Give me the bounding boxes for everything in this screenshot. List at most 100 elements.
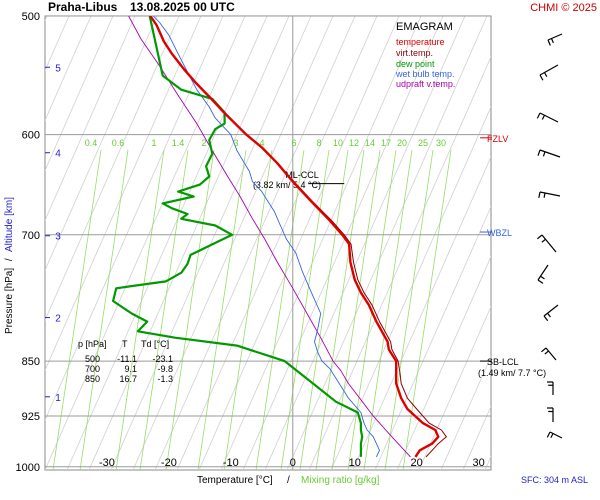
temperature-tick-label: 30 xyxy=(472,457,484,469)
mixing-ratio-label: 20 xyxy=(397,138,407,148)
pressure-tick-label: 1000 xyxy=(16,462,40,474)
pressure-tick-label: 500 xyxy=(22,11,40,23)
mixing-ratio-label: 2 xyxy=(201,138,206,148)
dry-adiabat-line xyxy=(418,305,491,470)
dry-adiabat-line xyxy=(484,455,491,470)
table-header-t: T xyxy=(122,339,128,349)
wind-barb xyxy=(543,304,559,322)
wbzl-label: WBZL xyxy=(487,228,512,238)
dry-adiabat-line xyxy=(45,16,158,272)
dry-adiabat-line xyxy=(595,16,600,470)
wind-barb xyxy=(536,112,559,123)
table-row-850-td: -1.3 xyxy=(157,374,173,384)
dry-adiabat-line xyxy=(45,16,136,222)
wind-barbs xyxy=(536,33,563,439)
wind-barb xyxy=(536,234,557,253)
dry-adiabat-line xyxy=(0,16,3,470)
temperature-tick-label: 0 xyxy=(290,457,296,469)
legend-virt-temp: virt.temp. xyxy=(396,48,433,58)
dry-adiabat-line xyxy=(330,105,491,470)
table-header-td: Td [°C] xyxy=(141,339,169,349)
pressure-tick-label: 925 xyxy=(22,411,40,423)
dry-adiabat-line xyxy=(264,16,466,470)
table-row-700-p: 700 xyxy=(85,364,100,374)
dry-adiabat-line xyxy=(176,16,378,470)
table-row-850-t: 16.7 xyxy=(119,374,137,384)
legend-dew-point: dew point xyxy=(396,59,435,69)
dry-adiabat-line xyxy=(308,55,491,470)
legend-temperature: temperature xyxy=(396,37,445,47)
altitude-tick-label: 5 xyxy=(55,63,61,74)
dry-adiabat-line xyxy=(45,16,180,322)
mixing-ratio-line xyxy=(79,149,129,470)
mixing-ratio-label: 10 xyxy=(333,138,343,148)
altitude-tick-label: 1 xyxy=(55,393,61,404)
dry-adiabat-line xyxy=(45,16,92,122)
table-row-500-t: -11.1 xyxy=(117,354,137,364)
dry-adiabat-line xyxy=(573,16,600,470)
legend-wet-bulb: wet bulb temp. xyxy=(395,69,455,79)
mixing-ratio-label: 8 xyxy=(316,138,321,148)
wind-barb xyxy=(541,347,557,361)
y-axis-label-pressure: Pressure [hPa] xyxy=(4,268,15,334)
dry-adiabat-line xyxy=(88,16,290,470)
dry-adiabat-line xyxy=(529,16,600,470)
y-axis-label-altitude: Altitude [km] xyxy=(4,197,15,252)
mixing-ratio-label: 4 xyxy=(259,138,264,148)
mixing-ratio-label: 30 xyxy=(436,138,446,148)
wind-barb xyxy=(547,381,554,395)
pressure-tick-label: 850 xyxy=(22,356,40,368)
mixing-ratio-label: 12 xyxy=(349,138,359,148)
datetime-title: 13.08.2025 00 UTC xyxy=(130,0,235,14)
mixing-ratio-line xyxy=(52,149,102,470)
mixing-ratio-line xyxy=(139,149,189,470)
temperature-tick-label: 10 xyxy=(349,457,361,469)
dry-adiabat-line xyxy=(66,16,268,470)
dry-adiabat-line xyxy=(551,16,600,470)
mixing-ratio-line xyxy=(223,149,273,470)
dry-adiabat-line xyxy=(198,16,400,470)
wind-barb xyxy=(547,33,563,46)
series-line-dew-point xyxy=(112,16,364,457)
altitude-tick-label: 4 xyxy=(55,149,61,160)
legend: EMAGRAM temperature virt.temp. dew point… xyxy=(395,21,455,89)
y-axis-title: Pressure [hPa] / Altitude [km] xyxy=(4,197,15,334)
table-row-500-p: 500 xyxy=(85,354,100,364)
dry-adiabat-line xyxy=(396,255,491,470)
wind-barb xyxy=(547,407,554,422)
mixing-ratio-label: 6 xyxy=(291,138,296,148)
mixing-ratio-line xyxy=(197,149,247,470)
mixing-ratio-line xyxy=(165,149,215,470)
temperature-tick-label: -10 xyxy=(223,457,239,469)
dry-adiabat-line xyxy=(440,355,491,470)
dry-adiabat-line xyxy=(110,16,312,470)
x-axis-title: Temperature [°C] / Mixing ratio [g/kg] xyxy=(197,475,380,486)
dry-adiabat-line xyxy=(132,16,334,470)
wind-barb xyxy=(537,149,561,158)
table-row-500-td: -23.1 xyxy=(152,354,173,364)
dry-adiabat-line xyxy=(286,16,488,470)
series-line-temperature xyxy=(149,16,440,458)
mixing-ratio-label: 3 xyxy=(233,138,238,148)
series-line-udpraft-v-temp xyxy=(128,16,411,458)
dry-adiabat-line xyxy=(154,16,356,470)
series-line-wet-bulb-temp xyxy=(153,16,380,458)
pressure-tick-label: 600 xyxy=(22,130,40,142)
x-axis-label-temperature: Temperature [°C] xyxy=(197,475,273,486)
dry-adiabat-line xyxy=(374,205,491,470)
dry-adiabat-line xyxy=(220,16,422,470)
table-row-700-td: -9.8 xyxy=(157,364,173,374)
wind-barb xyxy=(539,64,559,81)
table-header-p: p [hPa] xyxy=(78,339,107,349)
dry-adiabat-line xyxy=(507,16,600,470)
dry-adiabat-line xyxy=(242,16,444,470)
mixing-ratio-label: 0.4 xyxy=(85,138,98,148)
mixing-ratio-line xyxy=(115,149,165,470)
mixing-ratio-label: 1.4 xyxy=(172,138,185,148)
x-axis-label-separator: / xyxy=(287,475,290,486)
mixing-ratio-line xyxy=(255,149,305,470)
x-axis-label-mixing: Mixing ratio [g/kg] xyxy=(301,475,380,486)
dry-adiabat-line xyxy=(352,155,491,470)
temperature-tick-label: 20 xyxy=(411,457,423,469)
altitude-tick-label: 3 xyxy=(55,232,61,243)
